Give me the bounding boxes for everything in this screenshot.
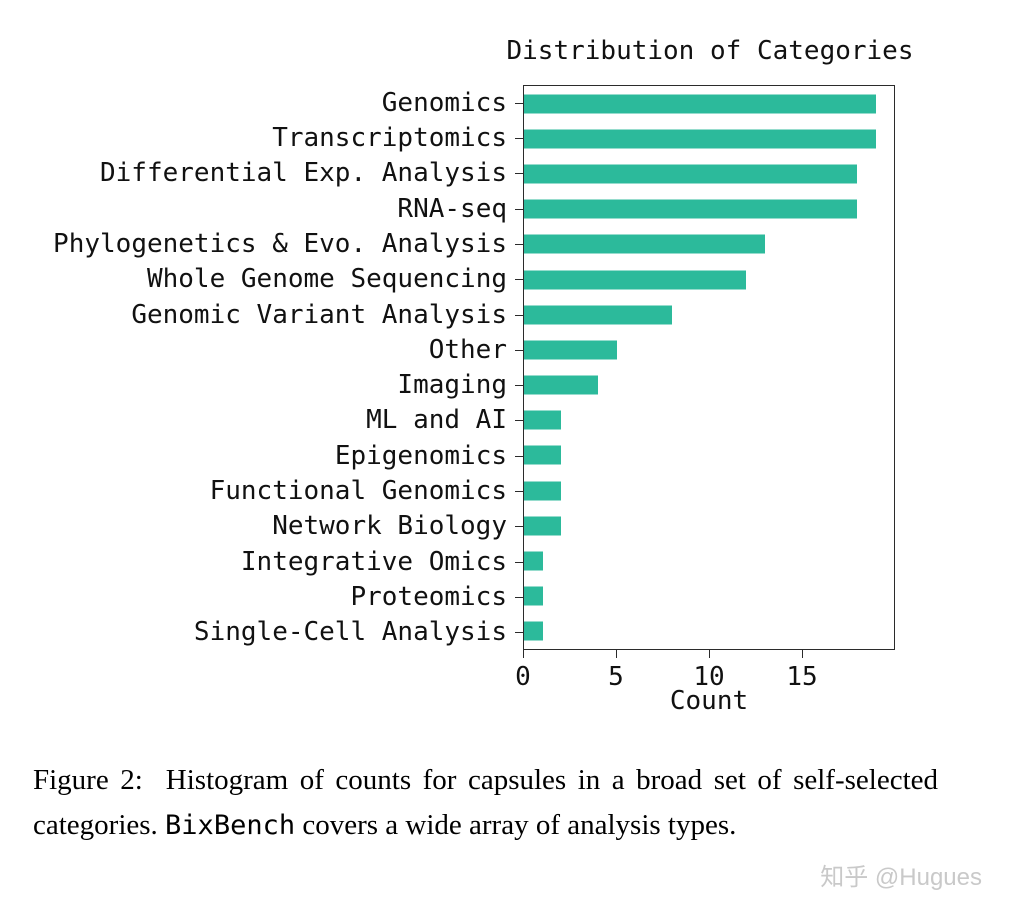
bar <box>524 375 598 395</box>
y-tick-mark <box>515 102 523 104</box>
y-tick-mark <box>515 597 523 599</box>
x-axis-ticks: 0 5 10 15 <box>515 650 895 695</box>
bar <box>524 621 543 641</box>
y-axis-label: Epigenomics <box>334 440 507 471</box>
y-axis-label: Imaging <box>397 370 507 401</box>
x-tick-label: 10 <box>693 662 725 692</box>
y-axis-label: Genomics <box>381 87 507 118</box>
y-axis-label: Phylogenetics & Evo. Analysis <box>53 228 507 259</box>
bar <box>524 234 765 254</box>
y-tick-mark <box>515 420 523 422</box>
caption-code: BixBench <box>165 810 296 841</box>
x-tick-label: 0 <box>515 662 531 692</box>
bar <box>524 516 561 536</box>
y-tick-mark <box>515 349 523 351</box>
bar <box>524 586 543 606</box>
y-axis-label: Whole Genome Sequencing <box>146 264 507 295</box>
y-tick-mark <box>515 208 523 210</box>
bar <box>524 94 876 114</box>
y-axis-label: Integrative Omics <box>240 546 507 577</box>
bar <box>524 305 672 325</box>
y-tick-mark <box>515 491 523 493</box>
watermark: 知乎 @Hugues <box>820 864 982 891</box>
y-tick-mark <box>515 526 523 528</box>
y-tick-mark <box>515 632 523 634</box>
y-axis-label: Functional Genomics <box>209 476 507 507</box>
x-axis-label: Count <box>669 686 749 716</box>
bar <box>524 340 617 360</box>
bar <box>524 199 857 219</box>
y-tick-mark <box>515 279 523 281</box>
bar <box>524 129 876 149</box>
y-tick-mark <box>515 243 523 245</box>
bar <box>524 551 543 571</box>
y-axis-label: Single-Cell Analysis <box>193 617 507 648</box>
caption-text-before: Figure 2: Histogram of counts for capsul… <box>33 764 938 841</box>
bar <box>524 410 561 430</box>
y-tick-mark <box>515 455 523 457</box>
y-axis-label: Transcriptomics <box>272 122 507 153</box>
y-axis-labels: Genomics Transcriptomics Differential Exp.… <box>0 85 507 650</box>
y-tick-mark <box>515 385 523 387</box>
x-tick-mark <box>802 650 803 658</box>
y-tick-mark <box>515 173 523 175</box>
x-tick-label: 5 <box>608 662 624 692</box>
y-axis-label: Other <box>428 334 507 365</box>
y-axis-label: Genomic Variant Analysis <box>131 299 507 330</box>
figure-caption: Figure 2: Histogram of counts for capsul… <box>33 758 938 848</box>
y-axis-label: RNA-seq <box>397 193 507 224</box>
y-tick-mark <box>515 137 523 139</box>
bar <box>524 270 746 290</box>
y-axis-label: Differential Exp. Analysis <box>100 158 507 189</box>
chart-title: Distribution of Categories <box>506 36 914 66</box>
y-tick-mark <box>515 314 523 316</box>
x-tick-label: 15 <box>786 662 818 692</box>
y-axis-tick-marks <box>515 85 523 650</box>
y-axis-label: ML and AI <box>366 405 507 436</box>
x-tick-mark <box>709 650 710 658</box>
y-axis-label: Proteomics <box>350 582 507 613</box>
x-tick-mark <box>616 650 617 658</box>
caption-text-after: covers a wide array of analysis types. <box>295 809 737 841</box>
y-axis-label: Network Biology <box>272 511 507 542</box>
bar <box>524 164 857 184</box>
bar <box>524 445 561 465</box>
plot-area <box>523 85 895 650</box>
bar <box>524 481 561 501</box>
x-tick-mark <box>523 650 524 658</box>
y-tick-mark <box>515 561 523 563</box>
